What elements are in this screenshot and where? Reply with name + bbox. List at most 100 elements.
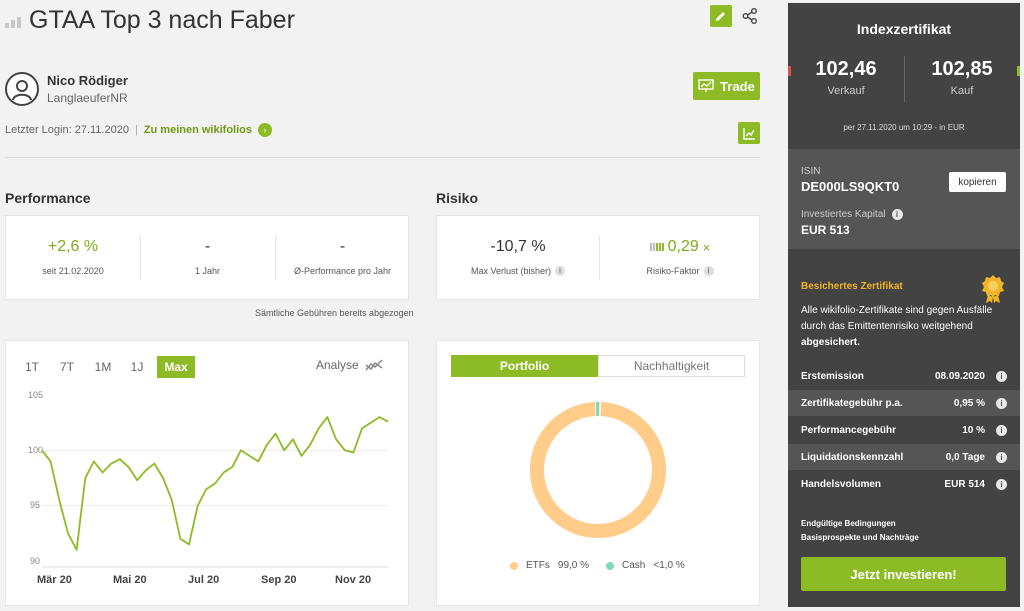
edit-button[interactable] (710, 5, 732, 27)
kpi-value-row: 0,29 × (599, 238, 761, 256)
row-value: EUR 514 (944, 478, 985, 490)
kpi-value: +2,6 % (47, 238, 99, 255)
secured-text-main: Alle wikifolio-Zertifikate sind gegen Au… (801, 305, 993, 332)
info-icon[interactable]: i (891, 209, 903, 220)
tab-7t[interactable]: 7T (59, 360, 74, 374)
info-icon[interactable]: i (996, 424, 1007, 436)
buy-indicator (1017, 66, 1020, 76)
y-tick: 95 (30, 500, 41, 510)
donut-slice[interactable] (530, 402, 666, 538)
price-date: per 27.11.2020 um 10:29 - in EUR (843, 123, 965, 132)
performance-title: Performance (5, 190, 91, 206)
avatar[interactable] (5, 72, 39, 106)
sell-price: 102,46 Verkauf (788, 58, 904, 97)
tab-portfolio[interactable]: Portfolio (451, 355, 598, 377)
terms-link[interactable]: Endgültige Bedingungen (801, 519, 896, 528)
trade-icon (698, 79, 714, 92)
pencil-icon (716, 12, 725, 21)
kpi-label: Risiko-Faktor (646, 266, 700, 276)
risk-factor-value: 0,29 (667, 238, 699, 255)
page-title: GTAA Top 3 nach Faber (29, 6, 295, 34)
capital-label: Investiertes Kapital (801, 209, 886, 220)
isin-value: DE000LS9QKT0 (801, 179, 900, 194)
portfolio-donut-chart[interactable] (520, 392, 676, 548)
kpi-value: - (339, 238, 346, 255)
legend-cash: Cash <1,0 % (606, 560, 685, 571)
y-tick: 90 (30, 556, 41, 566)
kpi-risk-factor: 0,29 × Risiko-Faktor i (599, 238, 761, 276)
my-wikifolios-link[interactable]: Zu meinen wikifolios (143, 124, 252, 136)
last-login: Letzter Login: 27.11.2020 (5, 124, 129, 136)
x-tick: Mai 20 (113, 574, 147, 586)
invest-button[interactable]: Jetzt investieren! (801, 557, 1006, 591)
kpi-label: 1 Jahr (194, 266, 220, 276)
kpi-value: -10,7 % (490, 238, 546, 255)
tab-1m[interactable]: 1M (94, 360, 112, 374)
certificate-panel: Indexzertifikat 102,46 Verkauf 102,85 Ka… (788, 3, 1020, 607)
share-icon[interactable] (741, 7, 759, 25)
sell-value: 102,46 (815, 58, 877, 80)
buy-price: 102,85 Kauf (904, 58, 1020, 97)
login-row: Letzter Login: 27.11.2020 | Zu meinen wi… (5, 123, 272, 137)
series-line[interactable] (41, 416, 389, 551)
x-tick: Nov 20 (335, 574, 372, 586)
row-label: Erstemission (801, 370, 864, 382)
info-icon[interactable]: i (996, 451, 1007, 463)
tab-1j[interactable]: 1J (130, 360, 144, 374)
bars-icon (5, 14, 21, 28)
user-info: Nico Rödiger LanglaeuferNR (5, 72, 128, 106)
kpi-value: - (204, 238, 211, 255)
analyse-button[interactable]: Analyse (316, 358, 383, 372)
tab-1t[interactable]: 1T (24, 360, 39, 374)
price-separator (904, 56, 905, 102)
secured-text-bold: abgesichert. (801, 337, 860, 348)
row-value: 0,0 Tage (945, 451, 985, 463)
capital-label-row: Investiertes Kapital i (801, 209, 903, 220)
x-tick: Jul 20 (188, 574, 220, 586)
title-row: GTAA Top 3 nach Faber (5, 6, 295, 35)
divider (5, 157, 760, 158)
row-value: 0,95 % (953, 397, 985, 409)
row-liquidation: Liquidationskennzahl 0,0 Tage i (788, 444, 1020, 470)
kpi-label: seit 21.02.2020 (42, 266, 104, 276)
risk-factor-suffix: × (702, 239, 711, 255)
copy-button[interactable]: kopieren (949, 172, 1006, 192)
y-tick: 100 (28, 445, 44, 455)
tab-sustainability[interactable]: Nachhaltigkeit (598, 355, 745, 377)
performance-line-chart[interactable] (0, 0, 780, 611)
row-value: 10 % (962, 424, 985, 436)
info-icon[interactable]: i (996, 370, 1007, 382)
chart-trend-button[interactable] (738, 122, 760, 144)
buy-value: 102,85 (931, 58, 993, 80)
row-first-issue: Erstemission 08.09.2020 i (788, 363, 1020, 389)
analyse-label: Analyse (316, 358, 359, 372)
risk-level-icon (649, 243, 664, 251)
main-content: GTAA Top 3 nach Faber Nico Rödiger Langl… (0, 0, 780, 611)
arrow-right-circle-icon[interactable]: › (258, 123, 272, 137)
legend-label: ETFs (526, 560, 550, 571)
info-icon[interactable]: i (996, 397, 1007, 409)
isin-box: ISIN DE000LS9QKT0 kopieren Investiertes … (788, 149, 1020, 249)
medal-icon (982, 275, 1004, 303)
certificate-title: Indexzertifikat (856, 21, 952, 37)
prospectus-link[interactable]: Basisprospekte und Nachträge (801, 533, 919, 542)
secured-title: Besichertes Zertifikat (801, 281, 903, 292)
trade-button[interactable]: Trade (693, 72, 760, 100)
x-tick: Sep 20 (261, 574, 297, 586)
chart-card (5, 340, 409, 606)
performance-card: +2,6 % seit 21.02.2020 - 1 Jahr - Ø-Perf… (5, 215, 409, 300)
kpi-since-start: +2,6 % seit 21.02.2020 (6, 238, 140, 276)
row-certificate-fee: Zertifikategebühr p.a. 0,95 % i (788, 390, 1020, 416)
info-icon[interactable]: i (996, 478, 1007, 490)
separator: | (134, 124, 138, 136)
legend-value: <1,0 % (653, 560, 685, 571)
row-performance-fee: Performancegebühr 10 % i (788, 417, 1020, 443)
info-icon[interactable]: i (703, 266, 714, 276)
fee-note: Sämtliche Gebühren bereits abgezogen (255, 308, 414, 318)
tab-max[interactable]: Max (157, 356, 195, 378)
row-label: Performancegebühr (801, 424, 897, 436)
info-icon[interactable]: i (555, 266, 566, 276)
user-name[interactable]: Nico Rödiger (47, 73, 128, 88)
y-tick: 105 (28, 390, 44, 400)
kpi-separator (140, 236, 141, 280)
